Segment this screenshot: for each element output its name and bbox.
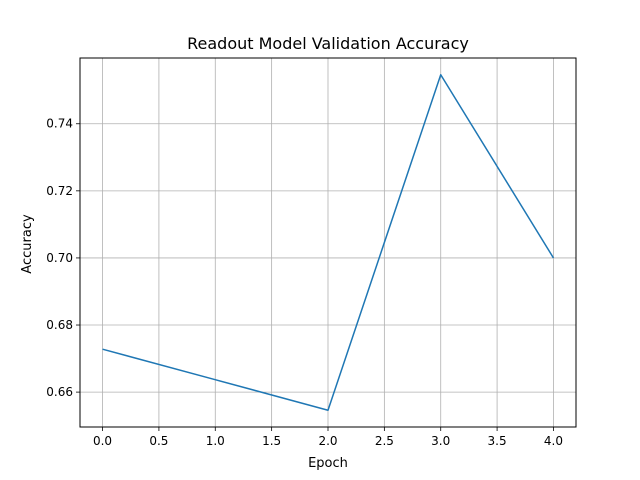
x-axis-label: Epoch: [308, 456, 348, 471]
y-tick-label: 0.68: [46, 318, 73, 332]
y-axis-ticks: 0.66 0.68 0.70 0.72 0.74: [46, 117, 80, 399]
x-tick-label: 0.0: [93, 434, 112, 448]
series-line: [102, 74, 555, 411]
y-tick-label: 0.70: [46, 251, 73, 265]
x-tick-label: 0.5: [149, 434, 168, 448]
x-tick-label: 1.5: [262, 434, 281, 448]
x-tick-label: 2.0: [318, 434, 337, 448]
x-tick-label: 3.0: [431, 434, 450, 448]
x-axis-ticks: 0.0 0.5 1.0 1.5 2.0 2.5 3.0 3.5 4.0: [93, 427, 563, 448]
y-tick-label: 0.72: [46, 184, 73, 198]
series-layer: [102, 74, 555, 411]
y-axis-label: Accuracy: [20, 214, 35, 274]
x-tick-label: 1.0: [206, 434, 225, 448]
x-tick-label: 2.5: [375, 434, 394, 448]
x-tick-label: 3.5: [488, 434, 507, 448]
chart-title: Readout Model Validation Accuracy: [187, 34, 469, 53]
y-tick-label: 0.66: [46, 385, 73, 399]
x-tick-label: 4.0: [544, 434, 563, 448]
y-tick-label: 0.74: [46, 117, 73, 131]
grid: [80, 58, 576, 427]
